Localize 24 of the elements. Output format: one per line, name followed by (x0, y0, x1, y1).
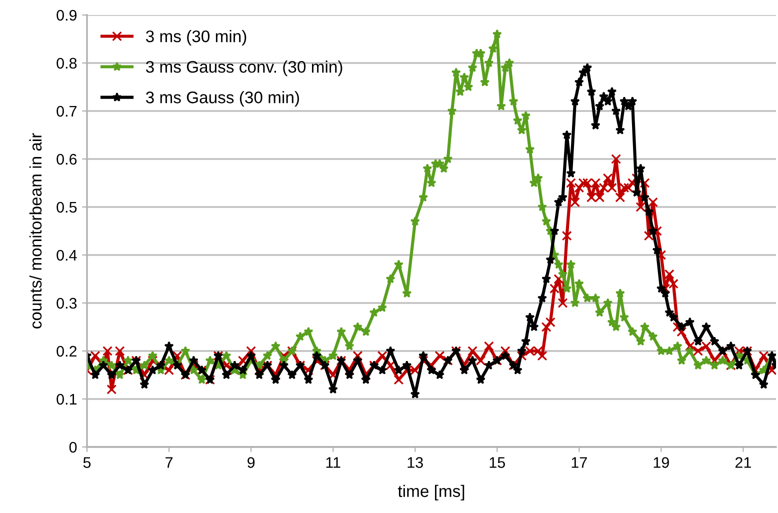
y-tick-label: 0.4 (56, 250, 77, 261)
y-tick-label: 0.8 (56, 58, 77, 69)
y-tick-label: 0.9 (56, 10, 77, 21)
x-tick-label: 9 (248, 457, 255, 468)
legend-label: 3 ms Gauss (30 min) (146, 91, 299, 107)
y-tick-label: 0.3 (56, 298, 77, 309)
x-tick-label: 15 (490, 457, 505, 468)
y-tick-label: 0.6 (56, 154, 77, 165)
y-tick-label: 0.7 (56, 106, 77, 117)
x-tick-label: 21 (735, 457, 751, 468)
y-tick-label: 0 (69, 442, 77, 453)
x-tick-label: 7 (166, 457, 173, 468)
y-tick-label: 0.5 (56, 202, 77, 213)
legend-label: 3 ms Gauss conv. (30 min) (146, 60, 342, 76)
y-tick-label: 0.1 (56, 394, 77, 405)
x-axis-title: time [ms] (398, 484, 464, 500)
x-tick-label: 17 (572, 457, 587, 468)
x-tick-label: 5 (83, 457, 91, 468)
legend-label: 3 ms (30 min) (146, 30, 246, 46)
y-tick-label: 0.2 (56, 346, 77, 357)
y-axis-title: counts/ monitorbeam in air (29, 133, 42, 328)
x-tick-label: 13 (408, 457, 423, 468)
x-tick-label: 19 (654, 457, 669, 468)
x-tick-label: 11 (326, 457, 340, 468)
